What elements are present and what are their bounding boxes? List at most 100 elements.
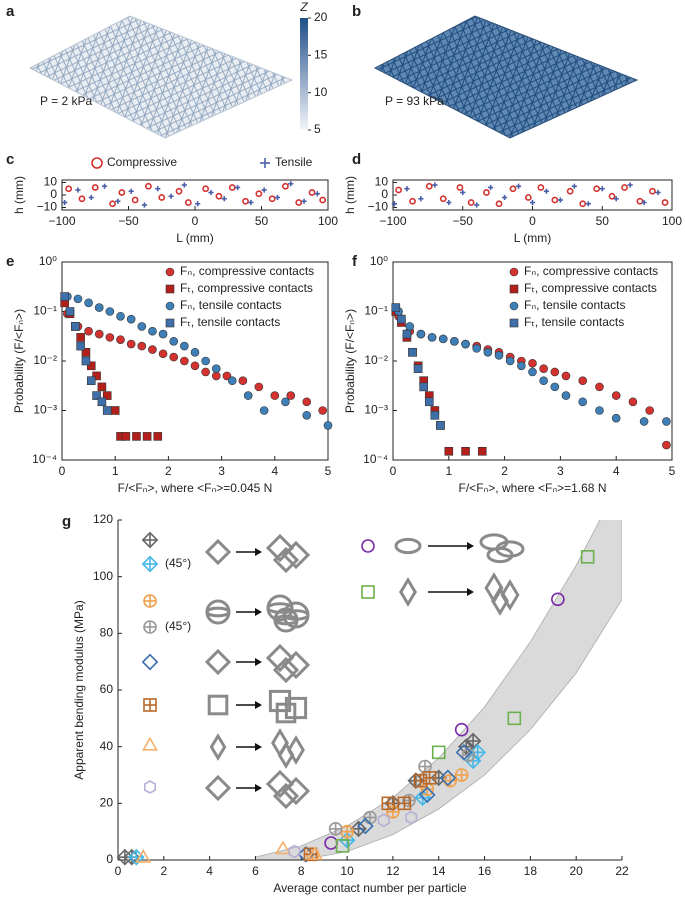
marker xyxy=(494,351,504,360)
marker-shape xyxy=(295,199,303,206)
panel-label: a xyxy=(6,3,15,20)
marker xyxy=(180,356,189,366)
marker-shape xyxy=(507,711,522,726)
marker xyxy=(274,840,291,855)
marker-shape xyxy=(416,329,426,339)
marker-shape xyxy=(175,187,183,195)
marker xyxy=(405,810,418,825)
marker-shape xyxy=(593,185,601,193)
marker-shape xyxy=(395,186,402,194)
marker-shape xyxy=(628,397,638,407)
legend-marker xyxy=(141,531,159,549)
marker xyxy=(323,421,333,430)
marker xyxy=(153,432,163,441)
marker-shape xyxy=(109,200,116,208)
marker-shape xyxy=(494,351,504,360)
particle-icon xyxy=(281,540,311,570)
marker xyxy=(418,786,436,804)
marker-shape xyxy=(180,356,189,366)
fit-band xyxy=(255,520,622,860)
marker xyxy=(73,294,83,304)
marker xyxy=(539,376,548,385)
marker-shape xyxy=(528,367,537,377)
marker-shape xyxy=(259,406,269,415)
marker xyxy=(71,322,80,331)
marker-shape xyxy=(319,196,327,204)
particle-icon xyxy=(491,586,509,616)
x-tick-label: 2 xyxy=(501,464,508,478)
marker xyxy=(78,195,86,203)
marker-shape xyxy=(91,157,103,169)
marker xyxy=(248,199,254,206)
particle-icon xyxy=(205,599,231,625)
marker xyxy=(105,307,115,316)
marker xyxy=(282,182,289,190)
marker xyxy=(595,406,604,415)
marker-shape xyxy=(505,356,515,366)
marker xyxy=(281,397,290,407)
marker xyxy=(404,186,410,192)
x-tick-label: 3 xyxy=(557,464,564,478)
marker-shape xyxy=(302,410,312,420)
marker xyxy=(608,192,616,200)
marker-shape xyxy=(165,284,175,294)
marker-shape xyxy=(201,356,210,366)
x-tick-label: 2 xyxy=(160,864,167,878)
marker-shape xyxy=(270,391,280,400)
legend-marker xyxy=(509,301,519,311)
marker-shape xyxy=(456,184,464,191)
legend-marker xyxy=(165,318,175,328)
marker xyxy=(472,344,482,353)
marker-shape xyxy=(483,189,490,196)
marker xyxy=(662,440,671,450)
marker xyxy=(184,199,192,206)
marker xyxy=(438,334,448,344)
marker-shape xyxy=(94,303,104,312)
marker xyxy=(302,397,312,407)
particle-icon xyxy=(394,537,422,555)
marker-shape xyxy=(455,744,473,761)
marker xyxy=(439,195,447,203)
marker xyxy=(528,358,537,368)
marker xyxy=(595,382,604,392)
marker-shape xyxy=(165,301,175,311)
marker xyxy=(416,329,426,339)
marker-shape xyxy=(621,184,628,191)
marker-shape xyxy=(81,347,91,357)
marker-shape xyxy=(102,406,112,415)
marker xyxy=(507,711,522,726)
marker xyxy=(234,184,241,191)
x-tick-label: 8 xyxy=(298,864,305,878)
marker-shape xyxy=(169,337,179,346)
marker-shape xyxy=(180,341,189,351)
marker xyxy=(431,745,446,760)
marker xyxy=(94,303,104,312)
panel-label: d xyxy=(352,151,361,168)
marker-shape xyxy=(110,406,120,415)
marker-shape xyxy=(211,364,221,373)
marker xyxy=(636,197,644,205)
marker xyxy=(395,186,402,194)
y-tick-label: 100 xyxy=(93,569,113,583)
marker-shape xyxy=(86,376,96,385)
particle-icon xyxy=(272,656,300,684)
marker-shape xyxy=(419,382,428,392)
marker xyxy=(110,406,120,415)
y-tick-label: 10⁻⁴ xyxy=(363,452,388,466)
x-tick-label: 20 xyxy=(570,864,584,878)
marker-shape xyxy=(97,382,107,392)
marker xyxy=(141,202,148,208)
y-tick-label: 0 xyxy=(381,187,388,201)
marker-shape xyxy=(282,182,289,190)
marker xyxy=(408,347,417,357)
legend-label: (45°) xyxy=(165,556,191,570)
legend-marker xyxy=(143,620,157,634)
marker-shape xyxy=(116,335,125,344)
marker xyxy=(557,197,563,203)
marker-shape xyxy=(495,200,503,208)
marker xyxy=(611,391,621,400)
marker-shape xyxy=(439,769,457,787)
marker xyxy=(158,329,168,339)
marker-shape xyxy=(184,199,192,206)
marker xyxy=(593,185,601,193)
